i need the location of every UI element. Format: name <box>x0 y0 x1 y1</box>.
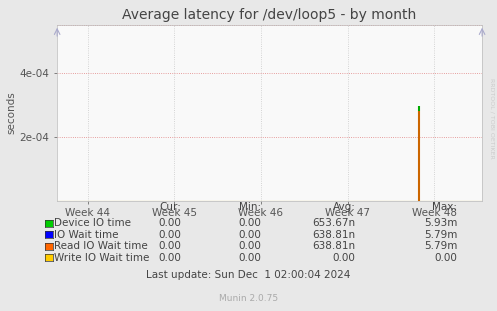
Text: 638.81n: 638.81n <box>312 230 355 240</box>
Y-axis label: seconds: seconds <box>7 91 17 134</box>
Text: RRDTOOL / TOBI OETIKER: RRDTOOL / TOBI OETIKER <box>490 78 495 159</box>
Text: 0.00: 0.00 <box>332 253 355 263</box>
Text: 0.00: 0.00 <box>238 241 261 251</box>
Text: 0.00: 0.00 <box>159 253 181 263</box>
Text: Cur:: Cur: <box>160 202 181 212</box>
Text: Munin 2.0.75: Munin 2.0.75 <box>219 294 278 303</box>
Text: 5.79m: 5.79m <box>424 241 457 251</box>
Text: 0.00: 0.00 <box>238 253 261 263</box>
Text: 0.00: 0.00 <box>159 241 181 251</box>
Text: Read IO Wait time: Read IO Wait time <box>54 241 148 251</box>
Text: 638.81n: 638.81n <box>312 241 355 251</box>
Text: 0.00: 0.00 <box>159 230 181 240</box>
Text: Min:: Min: <box>239 202 261 212</box>
Text: 0.00: 0.00 <box>238 230 261 240</box>
Title: Average latency for /dev/loop5 - by month: Average latency for /dev/loop5 - by mont… <box>122 8 417 22</box>
Text: IO Wait time: IO Wait time <box>54 230 118 240</box>
Text: 5.93m: 5.93m <box>424 218 457 228</box>
Text: 0.00: 0.00 <box>159 218 181 228</box>
Text: 653.67n: 653.67n <box>312 218 355 228</box>
Text: 0.00: 0.00 <box>238 218 261 228</box>
Text: Max:: Max: <box>432 202 457 212</box>
Text: Write IO Wait time: Write IO Wait time <box>54 253 150 263</box>
Text: Avg:: Avg: <box>332 202 355 212</box>
Text: Device IO time: Device IO time <box>54 218 131 228</box>
Text: Last update: Sun Dec  1 02:00:04 2024: Last update: Sun Dec 1 02:00:04 2024 <box>146 270 351 280</box>
Text: 5.79m: 5.79m <box>424 230 457 240</box>
Text: 0.00: 0.00 <box>434 253 457 263</box>
